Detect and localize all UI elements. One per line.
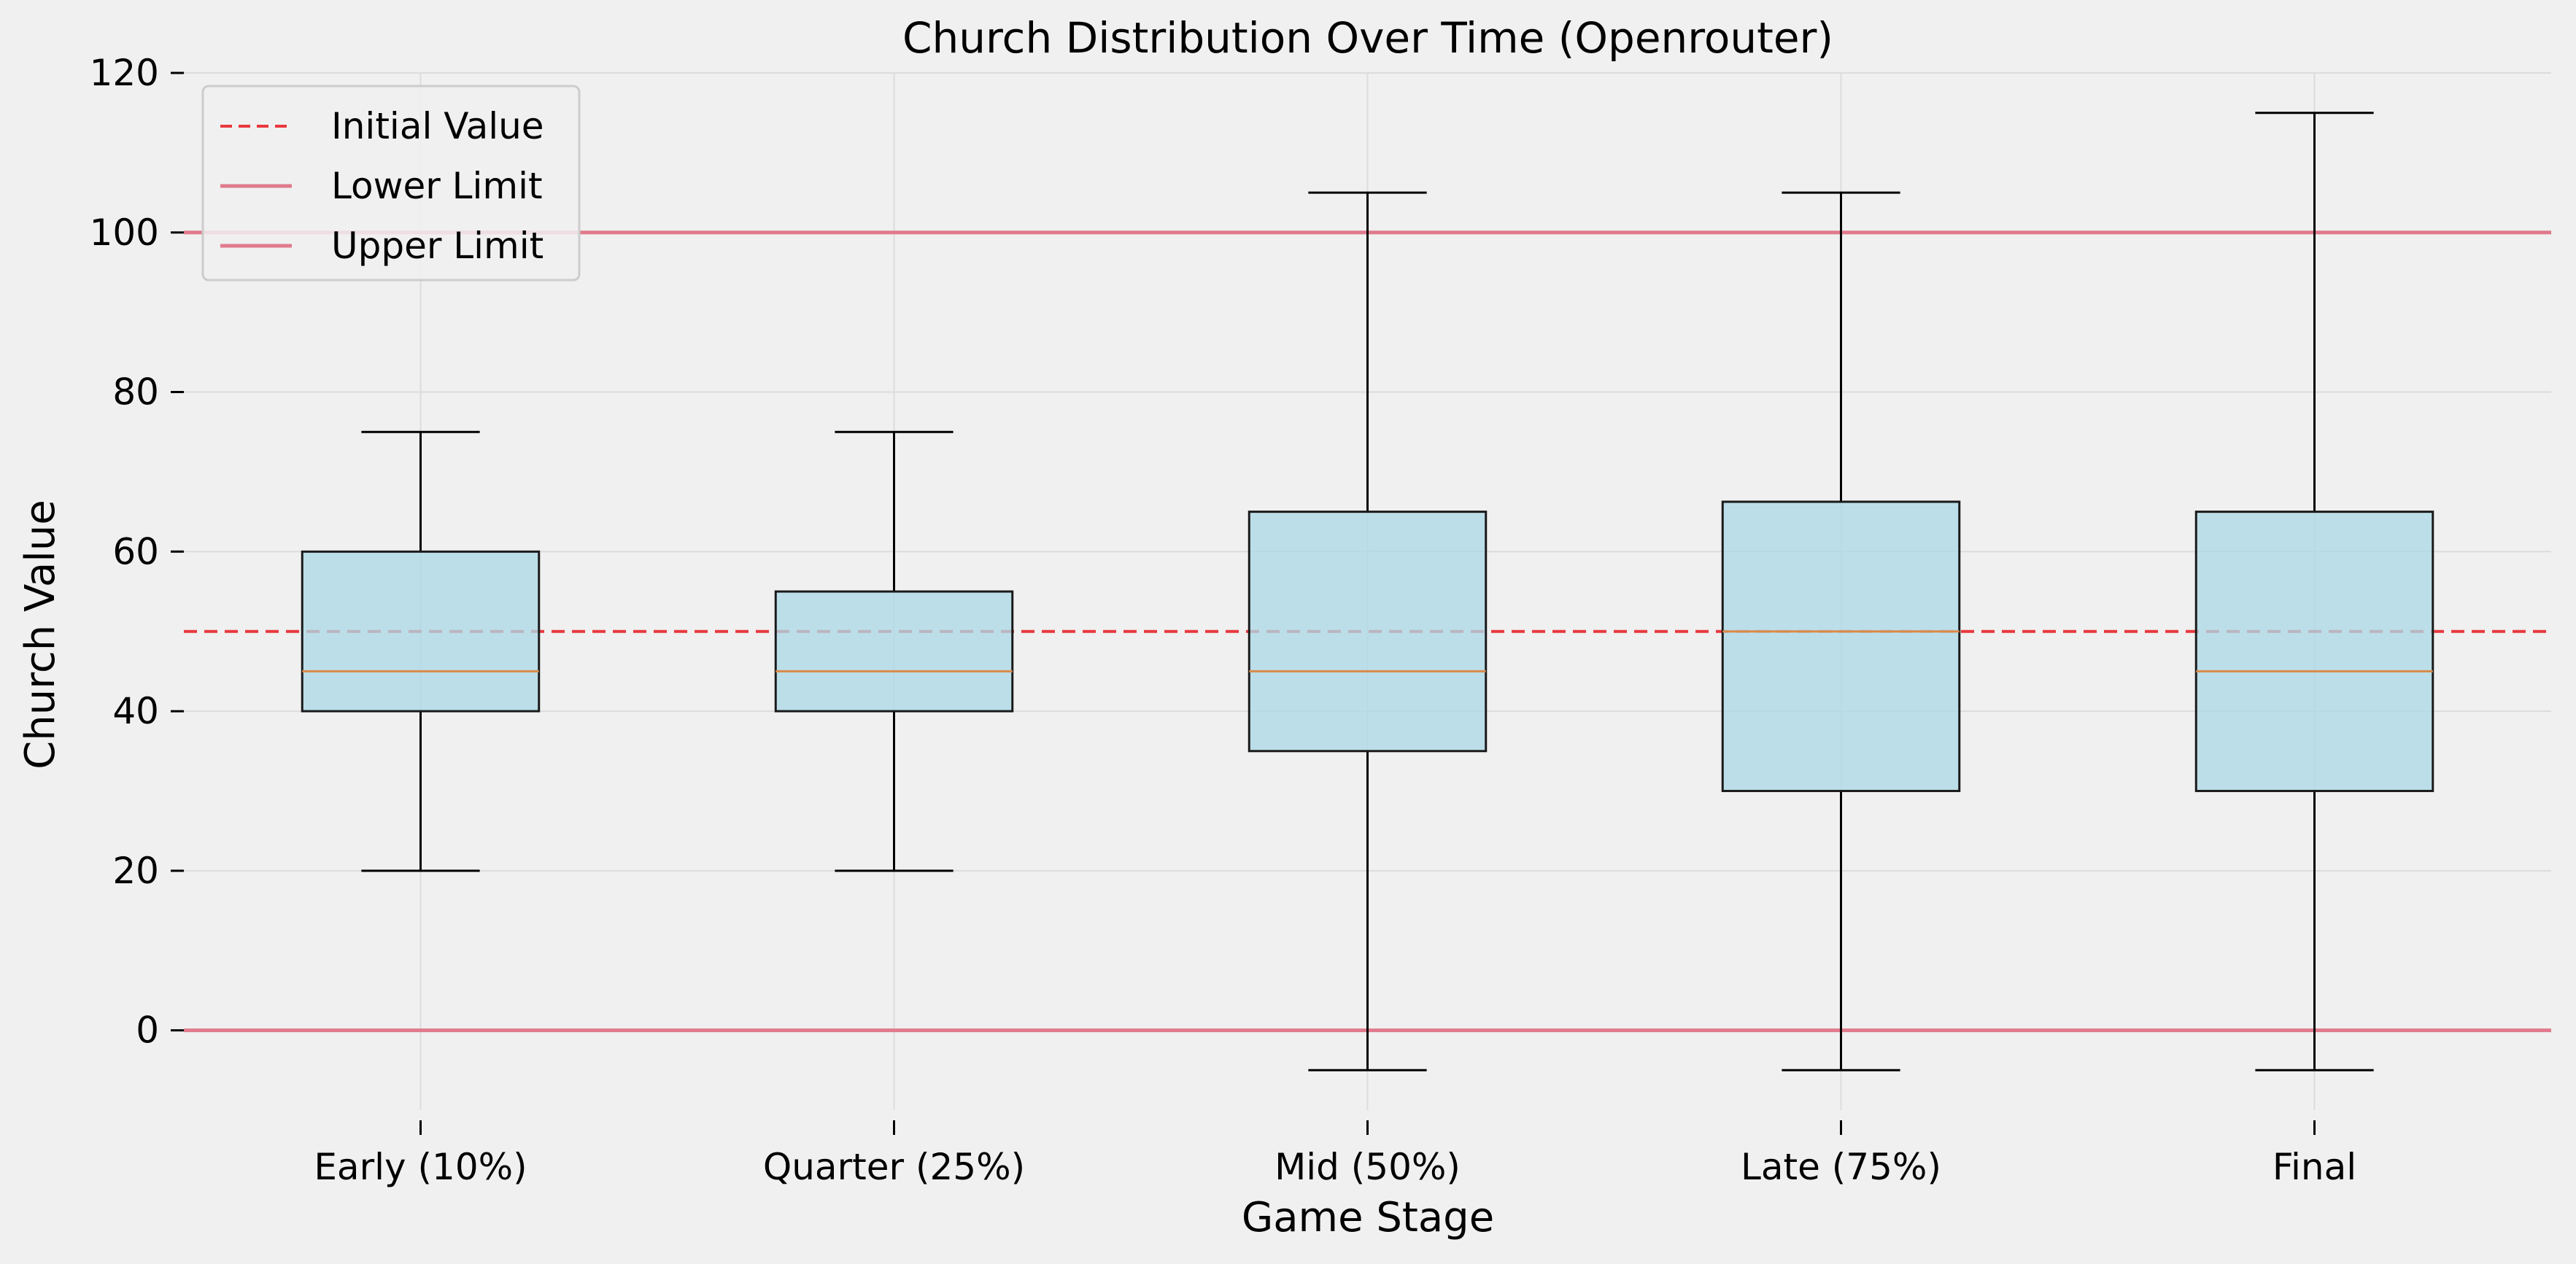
box	[301, 550, 541, 713]
x-axis-label: Game Stage	[1242, 1194, 1494, 1241]
legend-label: Initial Value	[331, 105, 544, 147]
y-tick-label: 100	[90, 212, 159, 254]
legend-box	[201, 85, 581, 282]
x-tick-label: Mid (50%)	[1275, 1146, 1461, 1188]
box-group	[1721, 191, 1961, 1071]
legend: Initial Value Lower Limit Upper Limit	[201, 85, 581, 282]
y-axis-label: Church Value	[17, 500, 64, 769]
box-group	[1248, 191, 1488, 1071]
box	[774, 590, 1014, 713]
y-tick-label: 0	[136, 1009, 159, 1052]
box-group	[301, 430, 541, 872]
boxes	[301, 112, 2434, 1071]
axes: 0 20 40 60 80 100 120 Early (10%) Quarter (25%) M…	[90, 52, 2357, 1188]
box-group	[774, 430, 1014, 872]
x-tick-label: Quarter (25%)	[763, 1146, 1025, 1188]
box	[1248, 511, 1488, 753]
y-tick-label: 20	[112, 850, 159, 892]
y-tick-label: 60	[112, 530, 159, 573]
y-tick-label: 120	[90, 52, 159, 94]
x-tick-label: Early (10%)	[314, 1146, 527, 1188]
legend-label: Lower Limit	[331, 165, 543, 207]
y-tick-label: 80	[112, 371, 159, 414]
x-tick-label: Final	[2273, 1146, 2356, 1188]
legend-label: Upper Limit	[331, 225, 544, 267]
chart-title: Church Distribution Over Time (Openroute…	[902, 13, 1833, 63]
box	[1721, 500, 1961, 792]
box-group	[2194, 112, 2434, 1071]
x-tick-label: Late (75%)	[1741, 1146, 1941, 1188]
box	[2194, 511, 2434, 792]
y-tick-label: 40	[112, 690, 159, 732]
